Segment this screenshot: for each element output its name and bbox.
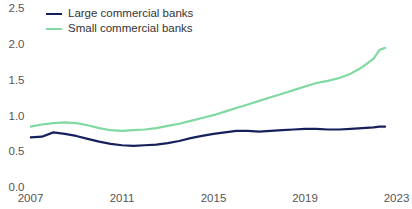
html-text:Large commercial banks: Large commercial banks — [68, 7, 194, 19]
svg-text:2007: 2007 — [18, 192, 44, 204]
svg-text:2019: 2019 — [292, 192, 318, 204]
svg-text:2.0: 2.0 — [9, 38, 25, 50]
svg-text:2023: 2023 — [384, 192, 410, 204]
svg-text:0.5: 0.5 — [9, 145, 25, 157]
svg-text:1.5: 1.5 — [9, 74, 25, 86]
html-text:Small commercial banks: Small commercial banks — [68, 22, 193, 34]
svg-text:1.0: 1.0 — [9, 110, 25, 122]
svg-text:2011: 2011 — [110, 192, 135, 204]
svg-text:2.5: 2.5 — [9, 2, 25, 14]
svg-text:0.0: 0.0 — [9, 181, 25, 193]
svg-text:2015: 2015 — [201, 192, 227, 204]
